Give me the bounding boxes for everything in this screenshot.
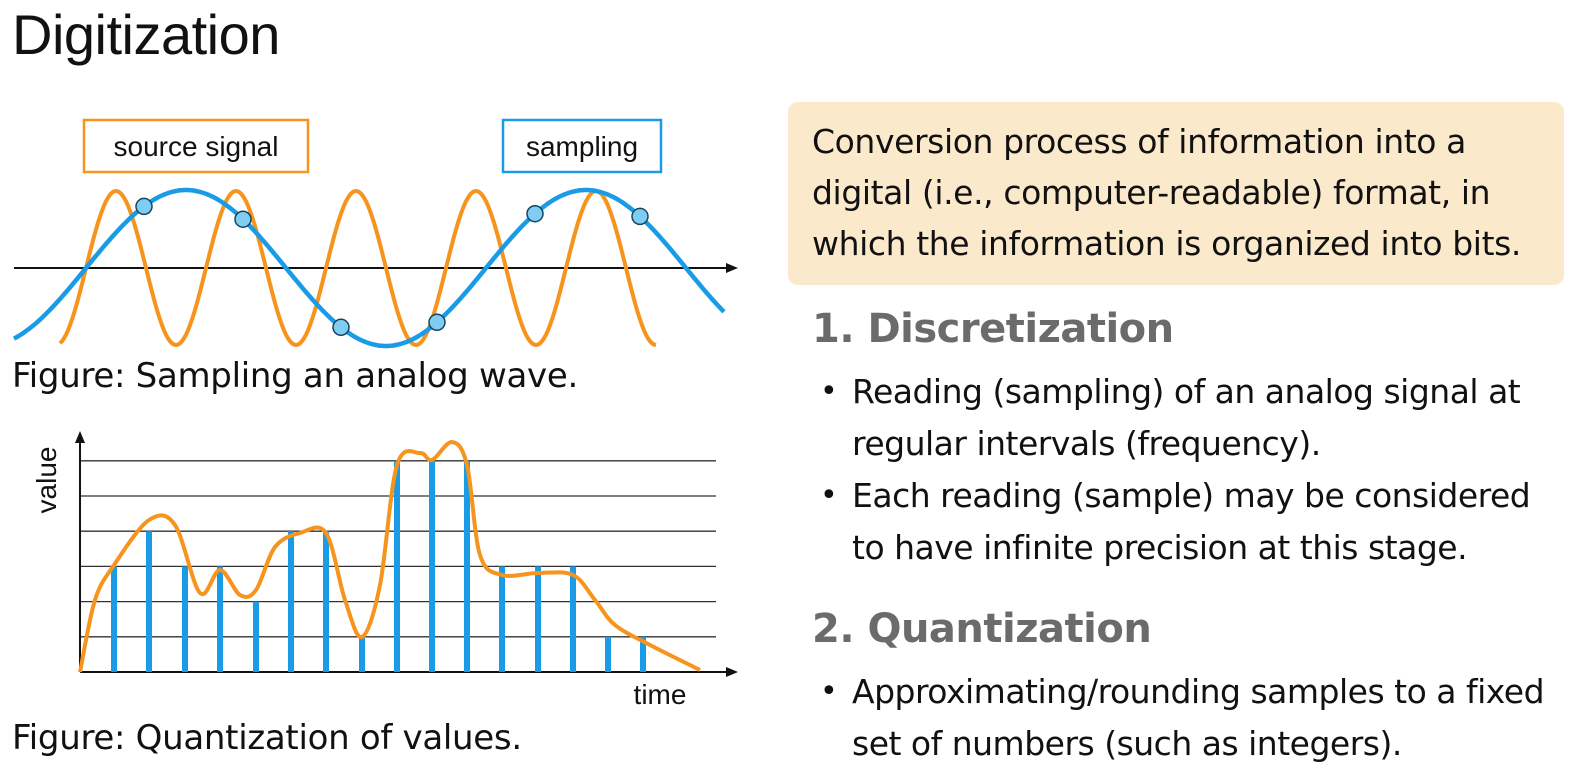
quantized-sample-bar: [288, 531, 294, 672]
bullet-infinite-precision: Each reading (sample) may be considered …: [812, 470, 1552, 574]
source-signal-label: source signal: [114, 131, 279, 162]
sample-point: [428, 313, 446, 332]
definition-box: Conversion process of information into a…: [788, 102, 1564, 285]
quantized-sample-bar: [394, 460, 400, 672]
source-signal-wave: [58, 188, 657, 348]
quantized-sample-bar: [146, 531, 152, 672]
quantization-figure: value time: [31, 431, 738, 710]
quantized-sample-bar: [535, 566, 541, 672]
quantized-sample-bar: [217, 566, 223, 672]
quantized-sample-bar: [111, 566, 117, 672]
time-axis-arrowhead-icon: [726, 263, 738, 273]
discretization-bullets: Reading (sampling) of an analog signal a…: [812, 366, 1552, 574]
bullet-rounding: Approximating/rounding samples to a fixe…: [812, 666, 1552, 770]
sampling-label: sampling: [526, 131, 638, 162]
quantized-sample-bar: [253, 601, 259, 672]
sample-points: [135, 197, 649, 337]
quantization-bullets: Approximating/rounding samples to a fixe…: [812, 666, 1552, 770]
quantized-sample-bar: [499, 566, 505, 672]
source-signal-label-box: [82, 118, 310, 174]
page-title: Digitization: [12, 3, 280, 66]
definition-text: Conversion process of information into a…: [812, 122, 1521, 263]
value-axis-label: value: [31, 447, 62, 514]
sample-point: [332, 318, 350, 337]
quantized-sample-bar: [429, 460, 435, 672]
quantization-figure-caption: Figure: Quantization of values.: [12, 718, 522, 758]
sample-point: [234, 210, 252, 228]
sample-point: [631, 207, 649, 226]
value-axis-arrowhead-icon: [75, 431, 85, 443]
sampling-label-box: [501, 118, 663, 174]
sampling-figure-caption: Figure: Sampling an analog wave.: [12, 356, 578, 396]
quantized-sample-bar: [182, 566, 188, 672]
quantized-sample-bars: [111, 460, 646, 672]
discretization-heading: 1. Discretization: [812, 306, 1174, 352]
quantized-sample-bar: [464, 460, 470, 672]
quantization-heading: 2. Quantization: [812, 606, 1152, 652]
quantized-sample-bar: [640, 636, 646, 672]
analog-curve: [78, 440, 701, 673]
quantized-sample-bar: [323, 531, 329, 672]
quantized-sample-bar: [359, 636, 365, 672]
sampling-figure: source signal sampling: [12, 118, 738, 349]
sample-point: [135, 197, 153, 216]
time-axis-label: time: [634, 679, 687, 710]
bullet-sampling: Reading (sampling) of an analog signal a…: [812, 366, 1552, 470]
quantized-sample-bar: [570, 566, 576, 672]
quantized-sample-bar: [605, 636, 611, 672]
time-axis-arrowhead-icon: [726, 667, 738, 677]
sampling-wave: [12, 187, 726, 349]
sample-point: [526, 204, 544, 223]
